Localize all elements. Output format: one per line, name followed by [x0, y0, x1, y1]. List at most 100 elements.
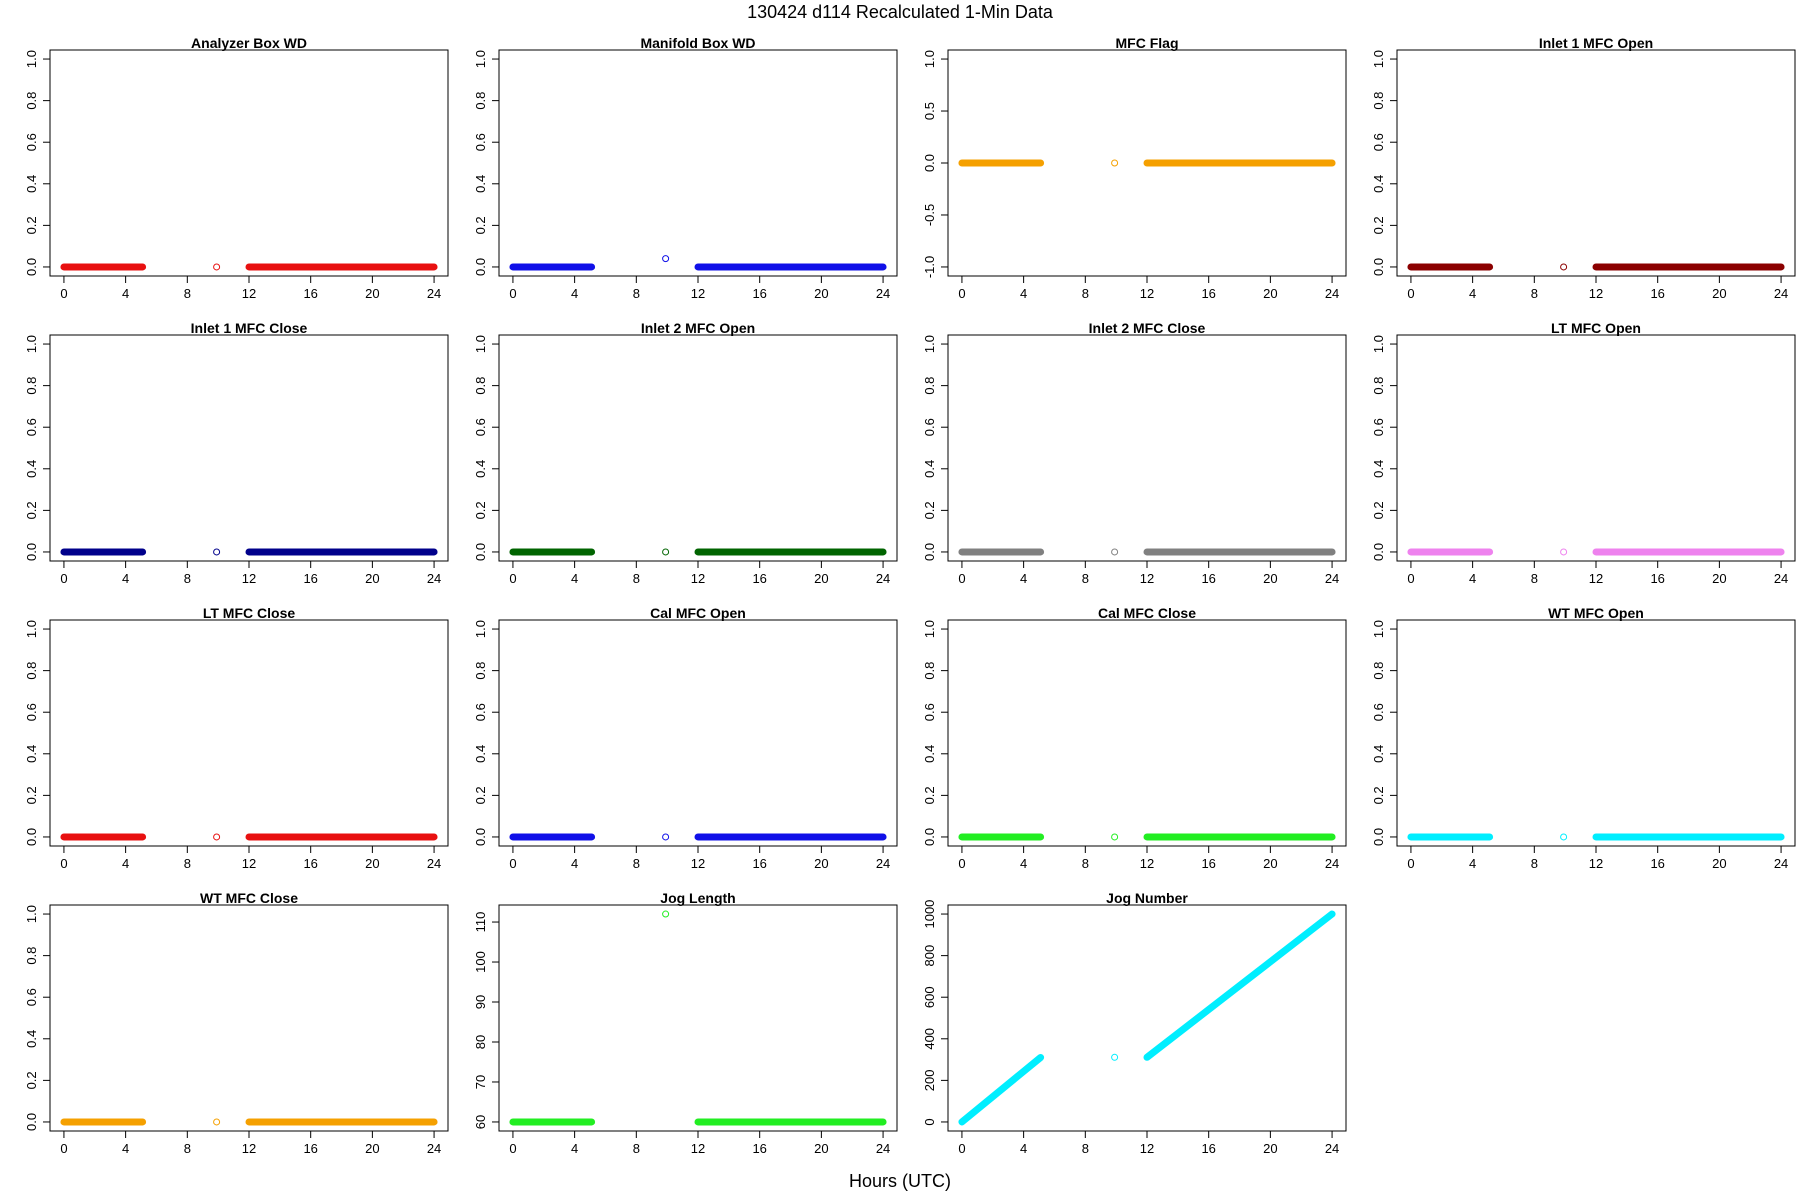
series-1	[958, 910, 1336, 1126]
y-axis: 0.0 0.2 0.4 0.6 0.8 1.0	[24, 620, 51, 846]
y-tick-label: 0.0	[922, 828, 937, 846]
x-axis-label: Hours (UTC)	[849, 1171, 951, 1191]
y-tick-label: 1.0	[1371, 620, 1386, 638]
series-1	[958, 548, 1336, 556]
panel-frame	[49, 619, 449, 847]
series-1	[60, 1118, 438, 1126]
x-tick-label: 0	[958, 571, 965, 586]
y-axis: 0.0 0.2 0.4 0.6 0.8 1.0	[473, 50, 500, 276]
panel-title: Inlet 1 MFC Open	[1539, 35, 1653, 51]
panel-7: Inlet 2 MFC Close 0 4 8 12 16 20 24 0.0 0.2 0.4 0.6…	[922, 320, 1347, 586]
y-tick-label: 0.2	[24, 1071, 39, 1089]
y-tick-label: 0.4	[473, 745, 488, 763]
y-tick-label: 0.8	[1371, 377, 1386, 395]
y-tick-label: 1.0	[1371, 50, 1386, 68]
x-tick-label: 24	[1325, 571, 1339, 586]
y-tick-label: 400	[922, 1028, 937, 1050]
y-tick-label: 80	[473, 1035, 488, 1049]
x-tick-label: 8	[1082, 856, 1089, 871]
x-tick-label: 16	[1201, 571, 1215, 586]
x-tick-label: 20	[365, 856, 379, 871]
x-tick-label: 24	[1774, 571, 1788, 586]
x-tick-label: 12	[242, 856, 256, 871]
x-axis: 0 4 8 12 16 20 24	[509, 560, 890, 586]
x-tick-label: 12	[1140, 1141, 1154, 1156]
panel-11: Cal MFC Close 0 4 8 12 16 20 24 0.0 0.2 0.4 0.6 0.8 1…	[922, 605, 1347, 871]
x-tick-label: 20	[1263, 856, 1277, 871]
x-axis: 0 4 8 12 16 20 24	[60, 845, 441, 871]
y-tick-label: -0.5	[922, 204, 937, 226]
x-tick-label: 4	[571, 1141, 578, 1156]
series-1	[509, 255, 887, 271]
data-point-outlier	[213, 833, 221, 841]
x-tick-label: 8	[184, 1141, 191, 1156]
y-tick-label: 0.0	[922, 154, 937, 172]
x-tick-label: 4	[1020, 571, 1027, 586]
y-tick-label: 0.6	[24, 418, 39, 436]
x-tick-label: 0	[509, 571, 516, 586]
x-tick-label: 16	[303, 1141, 317, 1156]
x-tick-label: 16	[1201, 1141, 1215, 1156]
x-tick-label: 0	[60, 571, 67, 586]
data-point-outlier	[1111, 159, 1119, 167]
y-tick-label: 0	[922, 1118, 937, 1125]
x-tick-label: 12	[1589, 856, 1603, 871]
panels: Analyzer Box WD0 4 8 12 16 20 240.00.20.40.60.…	[24, 35, 1796, 1156]
series-1	[1407, 548, 1785, 556]
y-tick-label: 0.8	[24, 662, 39, 680]
y-tick-label: 0.2	[922, 501, 937, 519]
x-tick-label: 0	[1407, 856, 1414, 871]
x-tick-label: 24	[1774, 286, 1788, 301]
x-tick-label: 0	[1407, 286, 1414, 301]
x-tick-label: 4	[571, 286, 578, 301]
y-tick-label: 1000	[922, 900, 937, 929]
y-tick-label: 0.6	[922, 703, 937, 721]
x-tick-label: 12	[1589, 286, 1603, 301]
y-tick-label: 0.2	[24, 216, 39, 234]
y-tick-label: 0.8	[922, 662, 937, 680]
x-tick-label: 4	[1469, 286, 1476, 301]
x-tick-label: 24	[427, 1141, 441, 1156]
x-tick-label: 12	[242, 571, 256, 586]
y-tick-label: 0.2	[24, 786, 39, 804]
panel-13: WT MFC Close 0 4 8 12 16 20 24 0.0 0.2 0.4 0.6 0.8 1.…	[24, 890, 449, 1156]
x-tick-label: 12	[691, 286, 705, 301]
data-point-outlier	[213, 1118, 221, 1126]
panel-8: LT MFC Open 0 4 8 12 16 20 24 0.0 0.2 0.4 0.6 0.8 1.0	[1371, 320, 1796, 586]
panel-title: Analyzer Box WD	[191, 35, 307, 51]
y-tick-label: 0.4	[473, 175, 488, 193]
y-axis: 0.0 0.2 0.4 0.6 0.8 1.0	[24, 335, 51, 561]
y-tick-label: 0.6	[473, 133, 488, 151]
y-tick-label: 200	[922, 1070, 937, 1092]
y-tick-label: 110	[473, 912, 488, 933]
panel-15: Jog Number 0 4 8 12 16 20 24 0 200 400 600 800 1000	[922, 890, 1347, 1156]
x-tick-label: 16	[303, 286, 317, 301]
x-tick-label: 20	[365, 1141, 379, 1156]
y-tick-label: 1.0	[24, 50, 39, 68]
y-tick-label: 1.0	[24, 335, 39, 353]
panel-title: LT MFC Close	[203, 605, 296, 621]
x-tick-label: 12	[242, 1141, 256, 1156]
x-tick-label: 16	[1650, 571, 1664, 586]
data-point-outlier	[1111, 548, 1119, 556]
series-1	[509, 910, 887, 1126]
y-tick-label: 0.6	[1371, 133, 1386, 151]
panel-title: LT MFC Open	[1551, 320, 1641, 336]
x-tick-label: 12	[242, 286, 256, 301]
x-tick-label: 4	[122, 1141, 129, 1156]
y-tick-label: 0.0	[24, 1113, 39, 1131]
y-tick-label: 0.2	[473, 216, 488, 234]
y-tick-label: 0.8	[1371, 92, 1386, 110]
x-tick-label: 12	[1140, 286, 1154, 301]
y-tick-label: 0.0	[473, 258, 488, 276]
series-1	[509, 833, 887, 841]
panel-title: Inlet 1 MFC Close	[191, 320, 308, 336]
x-tick-label: 4	[122, 856, 129, 871]
y-tick-label: 0.8	[473, 662, 488, 680]
y-tick-label: 0.2	[1371, 786, 1386, 804]
x-tick-label: 8	[633, 286, 640, 301]
panel-frame	[49, 334, 449, 562]
x-tick-label: 20	[814, 1141, 828, 1156]
